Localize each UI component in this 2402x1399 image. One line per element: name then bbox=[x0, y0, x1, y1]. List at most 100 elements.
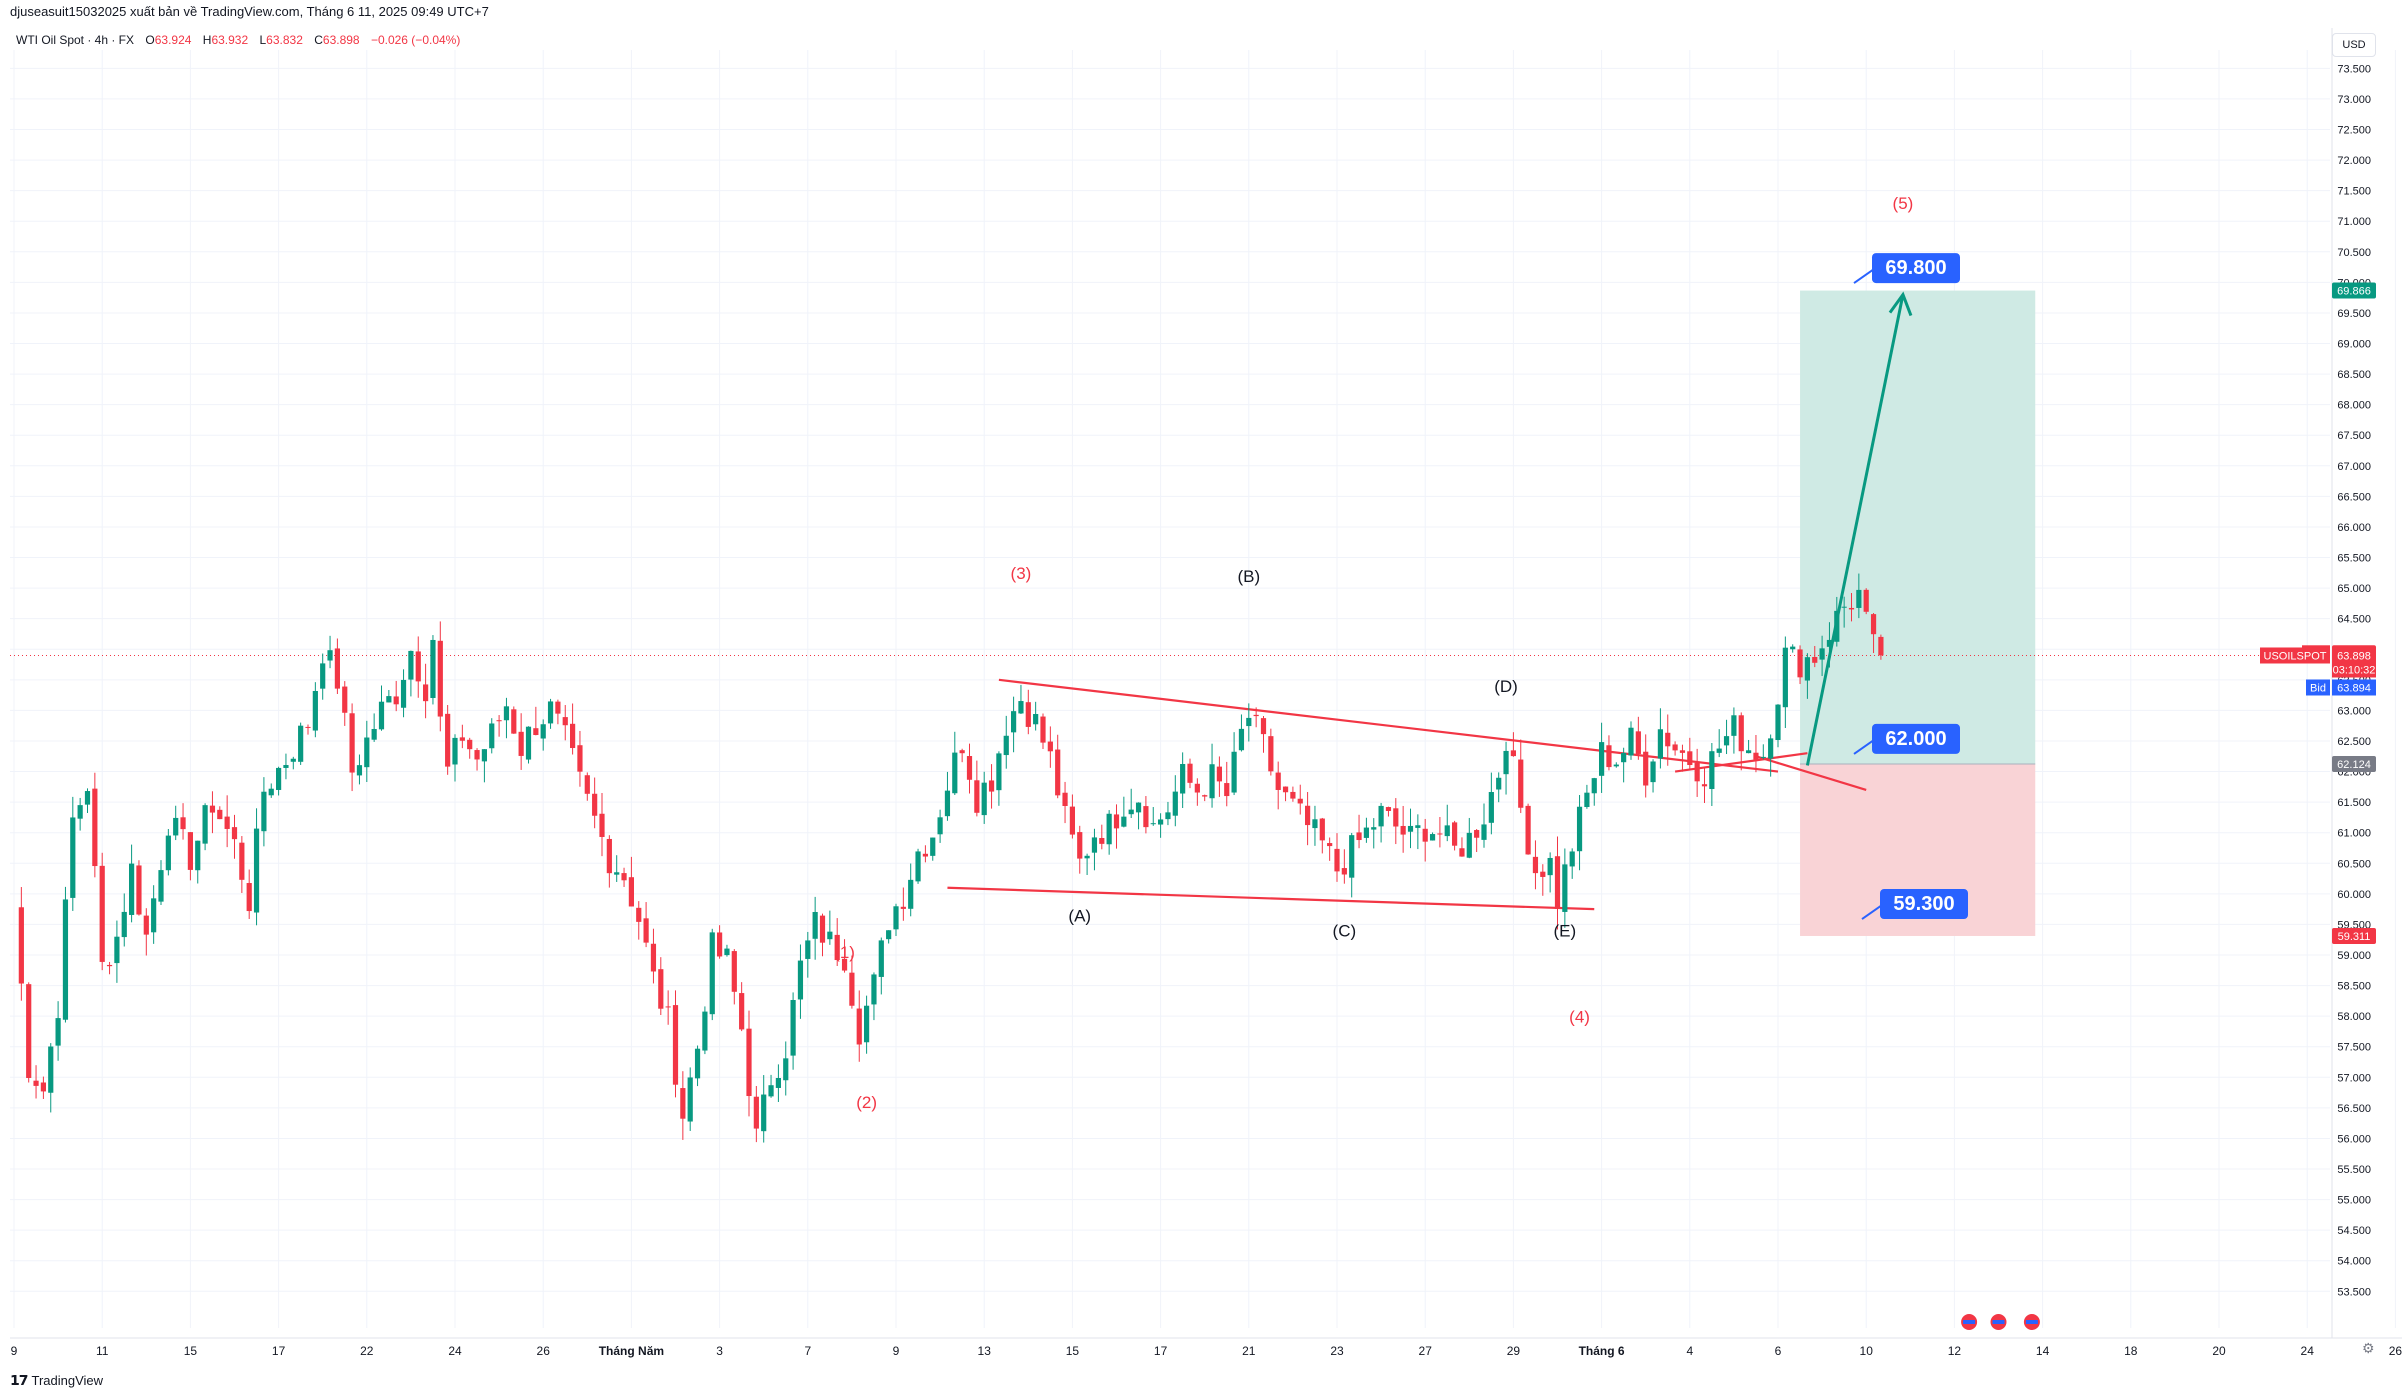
candle-body bbox=[525, 726, 532, 760]
wave-label-4: (4) bbox=[1569, 1007, 1590, 1026]
candle-body bbox=[1775, 704, 1781, 740]
candle-body bbox=[62, 899, 69, 1020]
open-label: O bbox=[145, 33, 155, 47]
candle-body bbox=[981, 782, 987, 816]
candle-body bbox=[1077, 832, 1083, 859]
x-tick-label: 4 bbox=[1686, 1344, 1693, 1358]
candle-body bbox=[1621, 752, 1627, 763]
y-tick-label: 68.000 bbox=[2337, 400, 2371, 412]
candle-body bbox=[1790, 646, 1796, 650]
candle-body bbox=[1459, 848, 1465, 857]
y-tick-label: 54.500 bbox=[2337, 1225, 2371, 1237]
candle-body bbox=[827, 931, 833, 940]
candle-body bbox=[1782, 647, 1788, 708]
candle-body bbox=[1826, 639, 1833, 647]
candle-body bbox=[1025, 702, 1031, 727]
candle-body bbox=[1363, 827, 1369, 838]
currency-button[interactable]: USD bbox=[2332, 33, 2376, 57]
candle-body bbox=[423, 684, 429, 702]
candle-body bbox=[606, 838, 612, 874]
candle-body bbox=[312, 690, 318, 731]
x-tick-label: 21 bbox=[1242, 1344, 1256, 1358]
x-tick-label: 26 bbox=[2389, 1344, 2402, 1358]
y-tick-label: 59.000 bbox=[2337, 950, 2371, 962]
candle-body bbox=[1496, 777, 1502, 790]
x-tick-label: 26 bbox=[537, 1344, 551, 1358]
y-tick-label: 55.000 bbox=[2337, 1195, 2371, 1207]
candle-body bbox=[783, 1058, 789, 1081]
candle-body bbox=[1158, 819, 1164, 825]
candle-body bbox=[1819, 648, 1825, 660]
candle-body bbox=[621, 873, 627, 881]
candle-body bbox=[342, 686, 348, 713]
x-tick-label: 17 bbox=[272, 1344, 286, 1358]
candle-body bbox=[1540, 871, 1546, 877]
annotations: (1) (2) (3) (4) (5) (A) (B) (C) (D) (E) 69.800 62.0… bbox=[834, 194, 2042, 1332]
candle-body bbox=[768, 1085, 774, 1097]
x-tick-label: Tháng Năm bbox=[599, 1344, 664, 1358]
target-entry-text: 62.000 bbox=[1885, 728, 1946, 750]
candle-body bbox=[77, 805, 83, 819]
triangle-lower-trendline bbox=[947, 886, 1595, 911]
candle-body bbox=[900, 906, 906, 909]
y-tick-label: 60.000 bbox=[2337, 889, 2371, 901]
candle-body bbox=[209, 805, 216, 813]
candle-body bbox=[1282, 786, 1289, 793]
candle-body bbox=[1606, 745, 1612, 768]
symbol-tag: USOILSPOT bbox=[2264, 650, 2327, 662]
candle-body bbox=[1371, 827, 1377, 830]
gear-icon[interactable]: ⚙ bbox=[2362, 1340, 2375, 1356]
wave-label-b: (B) bbox=[1237, 567, 1260, 586]
candle-body bbox=[878, 940, 884, 977]
candle-body bbox=[349, 713, 355, 773]
entry-level-badge-bg bbox=[2332, 755, 2376, 772]
candle-body bbox=[1657, 729, 1663, 759]
candle-body bbox=[1474, 830, 1480, 838]
candle-body bbox=[856, 1008, 862, 1045]
low-label: L bbox=[259, 33, 267, 47]
x-tick-label: 3 bbox=[716, 1344, 723, 1358]
symbol-name[interactable]: WTI Oil Spot · 4h · FX bbox=[16, 33, 135, 47]
candle-body bbox=[1084, 855, 1090, 859]
candle-body bbox=[1665, 732, 1671, 747]
candle-body bbox=[1591, 778, 1597, 794]
candle-body bbox=[871, 974, 877, 1005]
candle-body bbox=[753, 1096, 759, 1129]
candle-body bbox=[1576, 806, 1583, 852]
candle-body bbox=[1518, 759, 1524, 808]
candle-body bbox=[305, 726, 311, 728]
candle-body bbox=[121, 911, 127, 938]
candle-body bbox=[290, 758, 296, 762]
y-tick-label: 54.000 bbox=[2337, 1256, 2371, 1268]
wave-label-1: (1) bbox=[834, 943, 855, 962]
candle-body bbox=[1812, 656, 1818, 663]
candle-body bbox=[437, 640, 443, 717]
x-tick-label: 29 bbox=[1507, 1344, 1521, 1358]
candle-body bbox=[268, 788, 274, 796]
candle-body bbox=[996, 753, 1002, 791]
candle-body bbox=[1319, 818, 1325, 841]
candle-body bbox=[746, 1028, 752, 1097]
candle-body bbox=[1341, 868, 1347, 875]
candle-body bbox=[136, 865, 142, 915]
sl-level-badge: 59.311 bbox=[2338, 931, 2371, 943]
target-entry-box bbox=[1872, 723, 1960, 754]
target-take-profit-pointer bbox=[1853, 268, 1875, 284]
y-tick-label: 66.000 bbox=[2337, 522, 2371, 534]
candle-body bbox=[665, 1006, 671, 1008]
target-entry-pointer bbox=[1853, 739, 1875, 755]
us-flag-stripe bbox=[1992, 1320, 2005, 1324]
candle-body bbox=[731, 951, 737, 992]
y-tick-label: 56.500 bbox=[2337, 1103, 2371, 1115]
candle-body bbox=[1481, 824, 1487, 840]
bar-countdown: 03:10:32 bbox=[2333, 664, 2376, 676]
candle-body bbox=[805, 940, 811, 959]
wave-label-c: (C) bbox=[1333, 922, 1357, 941]
candle-body bbox=[180, 817, 186, 830]
candle-body bbox=[1635, 731, 1641, 754]
target-stop-loss: 59.300 bbox=[1861, 889, 1968, 920]
candle-body bbox=[922, 853, 928, 857]
candle-body bbox=[1466, 832, 1472, 858]
candle-body bbox=[614, 872, 620, 875]
